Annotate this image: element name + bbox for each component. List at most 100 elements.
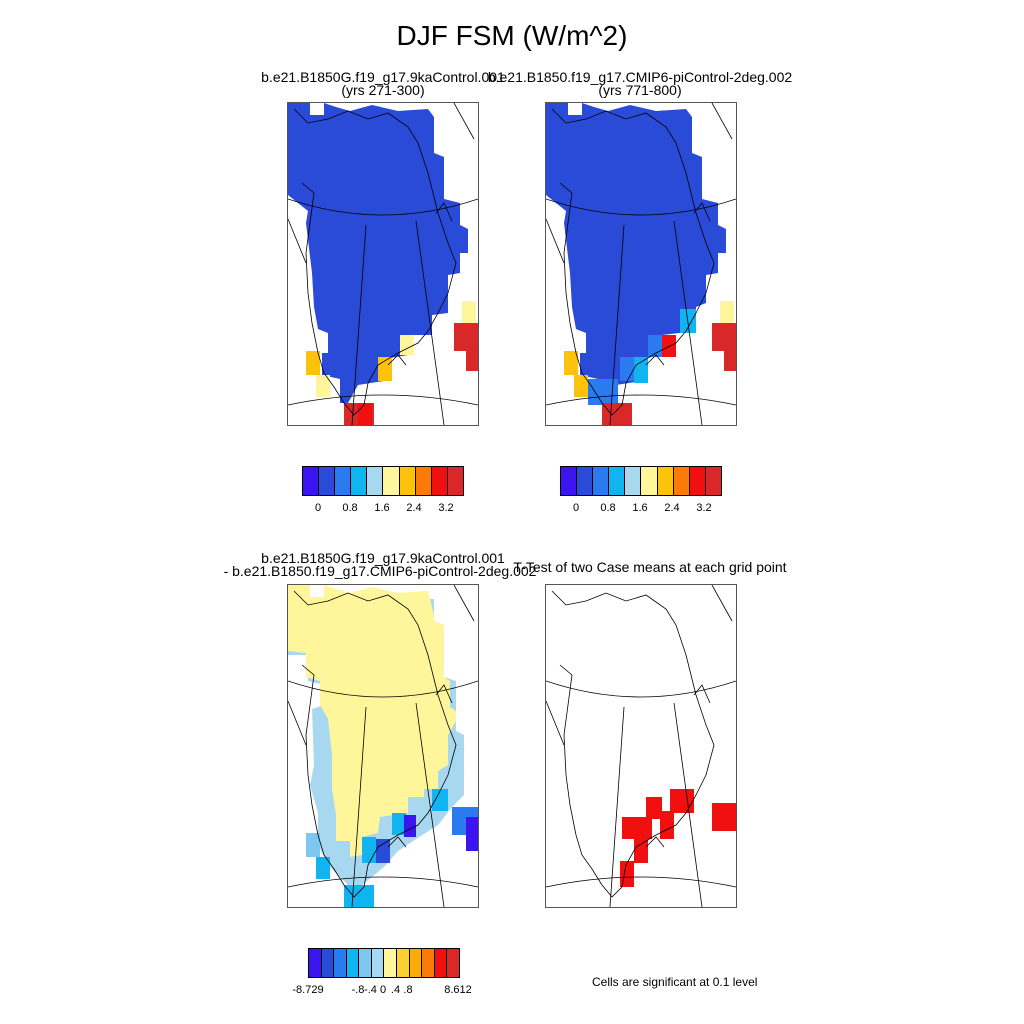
panel-c-subtitle: - b.e21.B1850.f19_g17.CMIP6-piControl-2d…	[223, 563, 537, 579]
panel-d-svg	[546, 585, 736, 907]
colorbar-diff-swatch	[434, 949, 448, 977]
colorbar-b-swatch	[673, 467, 690, 495]
colorbar-a-swatch	[319, 467, 336, 495]
colorbar-a-swatch	[351, 467, 368, 495]
colorbar-b-swatch	[625, 467, 642, 495]
panel-a-map	[287, 102, 479, 426]
panel-d-title: T-Test of two Case means at each grid po…	[513, 559, 787, 575]
panel-a-meridian	[415, 220, 445, 425]
colorbar-diff-tick-label: -.4	[364, 984, 377, 996]
colorbar-difference	[308, 948, 460, 978]
colorbar-a-tick-label: 1.6	[374, 502, 390, 514]
panel-d-meridian	[546, 700, 565, 746]
colorbar-b-swatch	[689, 467, 706, 495]
panel-b-latitude	[546, 198, 736, 216]
colorbar-b-swatch	[705, 467, 721, 495]
colorbar-diff-swatch	[447, 949, 459, 977]
panel-c-cell	[316, 857, 330, 879]
panel-a-years: (yrs 271-300)	[341, 82, 425, 98]
colorbar-a-swatch	[383, 467, 400, 495]
colorbar-a-swatch	[447, 467, 463, 495]
panel-d-latitude	[546, 680, 736, 698]
significance-note: Cells are significant at 0.1 level	[592, 975, 758, 989]
colorbar-panel-b-ticks: 0 0.8 1.6 2.4 3.2	[560, 502, 720, 516]
colorbar-a-tick-label: 2.4	[406, 502, 422, 514]
panel-c-cell	[432, 789, 448, 811]
colorbar-a-swatch	[335, 467, 352, 495]
significant-cell	[660, 811, 674, 839]
colorbar-diff-tick-label: -8.729	[292, 984, 324, 996]
panel-c-field-pos	[288, 585, 456, 857]
colorbar-diff-swatch	[334, 949, 347, 977]
colorbar-b-swatch	[641, 467, 658, 495]
significant-cell	[712, 803, 736, 831]
significant-cell	[622, 817, 652, 839]
panel-c-cell	[404, 815, 416, 837]
significant-cell	[646, 797, 662, 819]
panel-b-meridian	[673, 220, 703, 425]
colorbar-diff-swatch	[346, 949, 360, 977]
panel-c-meridian	[415, 702, 445, 907]
colorbar-a-swatch	[303, 467, 320, 495]
panel-c-latitude	[288, 876, 478, 888]
colorbar-diff-tick-label: 0	[379, 984, 387, 996]
panel-a-cell	[316, 375, 330, 397]
colorbar-diff-swatch	[359, 949, 372, 977]
panel-c-map	[287, 584, 479, 908]
panel-b-cell	[564, 351, 578, 375]
panel-c-cell	[376, 839, 390, 863]
colorbar-diff-tick-label: -.8	[351, 984, 365, 996]
colorbar-diff-swatch	[409, 949, 423, 977]
colorbar-diff-swatch	[321, 949, 335, 977]
panel-a-meridian	[288, 218, 307, 264]
colorbar-diff-tick-label: .8	[403, 984, 413, 996]
colorbar-b-swatch	[609, 467, 626, 495]
panel-c-cell	[392, 813, 406, 835]
colorbar-b-tick-label: 2.4	[664, 502, 680, 514]
panel-a-cell	[358, 403, 372, 425]
colorbar-a-tick-label: 3.2	[438, 502, 454, 514]
panel-b-svg	[546, 103, 736, 425]
colorbar-diff-swatch	[371, 949, 385, 977]
panel-b-cell	[634, 357, 648, 383]
panel-b-cell	[588, 379, 618, 405]
panel-b-cell	[720, 301, 734, 323]
panel-a-latitude	[288, 394, 478, 406]
panel-b-years: (yrs 771-800)	[598, 82, 682, 98]
panel-c-latitude	[288, 680, 478, 698]
significant-cell	[634, 837, 648, 863]
colorbar-diff-tick-label: 8.612	[444, 984, 472, 996]
panel-b-latitude	[546, 394, 736, 406]
panel-b-meridian	[609, 224, 625, 425]
colorbar-b-tick-label: 0	[572, 502, 580, 514]
panel-d-map	[545, 584, 737, 908]
panel-b-title: b.e21.B1850.f19_g17.CMIP6-piControl-2deg…	[487, 69, 793, 85]
panel-a-cell	[306, 351, 320, 375]
panel-a-meridian	[453, 103, 475, 140]
colorbar-a-swatch	[367, 467, 384, 495]
panel-c-cell	[306, 833, 320, 857]
colorbar-b-swatch	[657, 467, 674, 495]
colorbar-b-swatch	[593, 467, 610, 495]
panel-d-meridian	[711, 585, 733, 622]
panel-b-meridian	[711, 103, 733, 140]
panel-c-title: b.e21.B1850G.f19_g17.9kaControl.001	[261, 550, 505, 566]
colorbar-b-tick-label: 1.6	[632, 502, 648, 514]
panel-c-svg	[288, 585, 478, 907]
colorbar-a-swatch	[415, 467, 432, 495]
panel-d-meridian	[609, 706, 625, 907]
colorbar-diff-swatch	[422, 949, 435, 977]
colorbar-panel-a	[302, 466, 464, 496]
panel-a-cell	[466, 341, 478, 371]
panel-b-cell	[662, 335, 676, 357]
panel-a-meridian	[351, 224, 367, 425]
panel-c-meridian	[288, 700, 307, 746]
significant-cell	[670, 789, 694, 813]
colorbar-a-tick-label: 0.8	[342, 502, 358, 514]
panel-d-coastline	[551, 590, 715, 898]
panel-b-cell	[724, 341, 736, 371]
colorbar-b-tick-label: 0.8	[600, 502, 616, 514]
significant-cell	[620, 861, 634, 887]
colorbar-a-swatch	[431, 467, 448, 495]
panel-c-cell	[362, 837, 376, 863]
